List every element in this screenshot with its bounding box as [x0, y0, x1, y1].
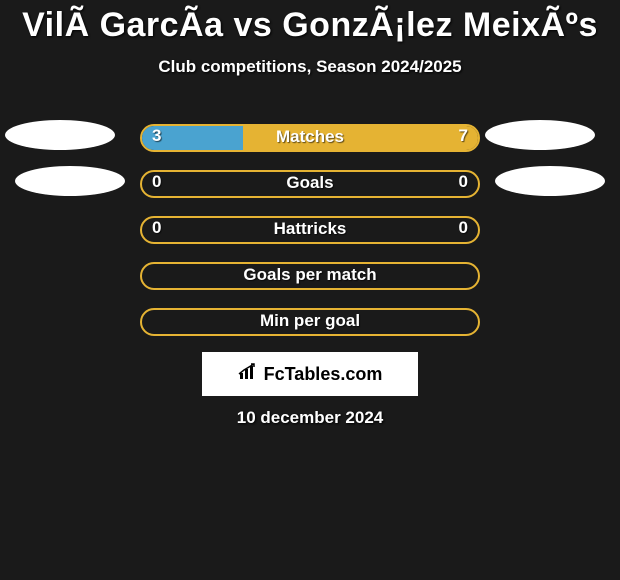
stat-row: Goals per match [0, 262, 620, 290]
page-subtitle: Club competitions, Season 2024/2025 [0, 57, 620, 77]
player-badge-right [485, 120, 595, 150]
stat-row: 37Matches [0, 124, 620, 152]
bar-chart-icon [238, 363, 260, 386]
logo-box: FcTables.com [202, 352, 418, 396]
stat-row: Min per goal [0, 308, 620, 336]
stat-value-right: 7 [459, 124, 468, 152]
comparison-infographic: VilÃ GarcÃa vs GonzÃ¡lez MeixÃºs Club co… [0, 0, 620, 580]
player-badge-left [5, 120, 115, 150]
logo-text: FcTables.com [264, 364, 383, 385]
date-label: 10 december 2024 [0, 408, 620, 428]
stat-value-left: 0 [152, 170, 161, 198]
stat-row: 00Hattricks [0, 216, 620, 244]
stat-bar [140, 170, 480, 198]
stat-bar [140, 124, 480, 152]
stat-rows: 37Matches00Goals00HattricksGoals per mat… [0, 124, 620, 354]
player-badge-left [15, 166, 125, 196]
stat-bar-right-fill [243, 126, 478, 150]
page-title: VilÃ GarcÃa vs GonzÃ¡lez MeixÃºs [0, 0, 620, 45]
stat-value-right: 0 [459, 170, 468, 198]
stat-value-right: 0 [459, 216, 468, 244]
stat-bar [140, 262, 480, 290]
stat-bar [140, 216, 480, 244]
player-badge-right [495, 166, 605, 196]
stat-value-left: 0 [152, 216, 161, 244]
stat-row: 00Goals [0, 170, 620, 198]
logo: FcTables.com [238, 363, 383, 386]
stat-value-left: 3 [152, 124, 161, 152]
stat-bar [140, 308, 480, 336]
